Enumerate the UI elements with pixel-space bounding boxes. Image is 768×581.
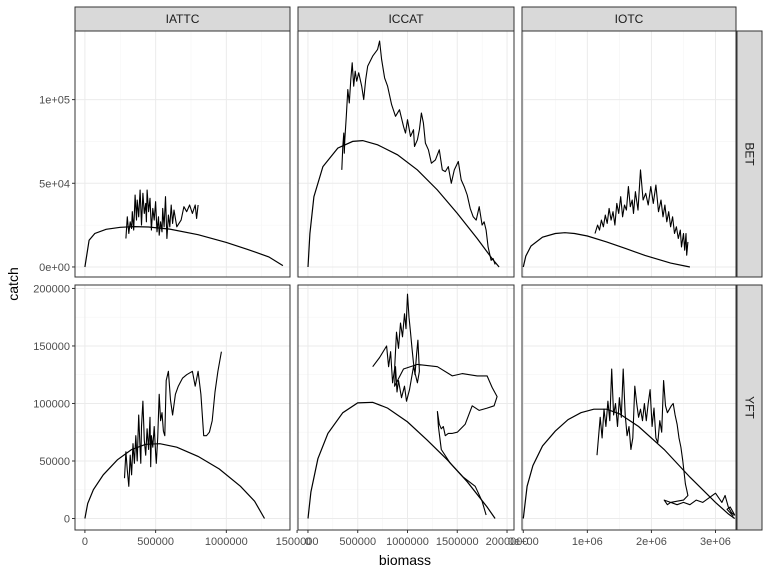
strip-yft [736,284,763,531]
panel-bg-yft-iattc [75,285,290,530]
observed-series-yft-iotc [596,368,736,517]
panel-border-bet-iotc [521,30,737,278]
strip-label-iattc: IATTC [166,12,200,26]
x-tick-label: 500000 [339,536,376,548]
observed-series-bet-iotc [594,169,689,256]
x-tick-label: 1e+06 [572,536,603,548]
y-tick-label: 1e+05 [39,95,70,107]
y-tick-label: 50000 [39,456,70,468]
strip-iccat [297,6,515,32]
y-axis-title: catch [5,267,21,300]
model-curve-bet-iccat [307,139,500,268]
x-tick-label: 0 [305,536,311,548]
y-tick-label: 0 [64,513,70,525]
strip-label-yft: YFT [743,396,757,419]
model-curve-bet-iattc [84,225,284,268]
observed-series-yft-iccat [372,293,498,516]
x-tick-label: 0 [82,536,88,548]
panel-bg-bet-iotc [522,31,736,277]
panel-border-yft-iccat [297,284,515,531]
x-tick-label: 1000000 [205,536,248,548]
model-curve-bet-iotc [522,232,691,268]
x-tick-label: 500000 [137,536,174,548]
panel-bg-yft-iotc [522,285,736,530]
panel-border-bet-iccat [297,30,515,278]
panel-border-bet-iattc [74,30,291,278]
y-tick-label: 5e+04 [39,178,70,190]
strip-label-bet: BET [743,142,757,166]
x-tick-label: 1000000 [386,536,429,548]
x-tick-label: 1500000 [276,536,319,548]
panel-bg-bet-iccat [298,31,514,277]
panel-bg-bet-iattc [75,31,290,277]
panel-border-yft-iotc [521,284,737,531]
x-tick-label: 2000000 [486,536,529,548]
x-axis-title: biomass [379,552,431,568]
y-tick-label: 150000 [33,341,70,353]
strip-label-iotc: IOTC [615,12,644,26]
x-tick-label: 2e+06 [636,536,667,548]
observed-series-yft-iattc [123,351,222,487]
strip-iattc [74,6,291,32]
y-tick-label: 100000 [33,398,70,410]
strip-bet [736,30,763,278]
y-tick-label: 200000 [33,283,70,295]
panel-border-yft-iattc [74,284,291,531]
strip-label-iccat: ICCAT [388,12,424,26]
observed-series-bet-iccat [341,40,496,265]
observed-series-bet-iattc [125,189,199,240]
x-tick-label: 1500000 [436,536,479,548]
x-tick-label: 0e+00 [508,536,539,548]
x-tick-label: 3e+06 [700,536,731,548]
model-curve-yft-iotc [522,408,736,519]
y-tick-label: 0e+00 [39,262,70,274]
